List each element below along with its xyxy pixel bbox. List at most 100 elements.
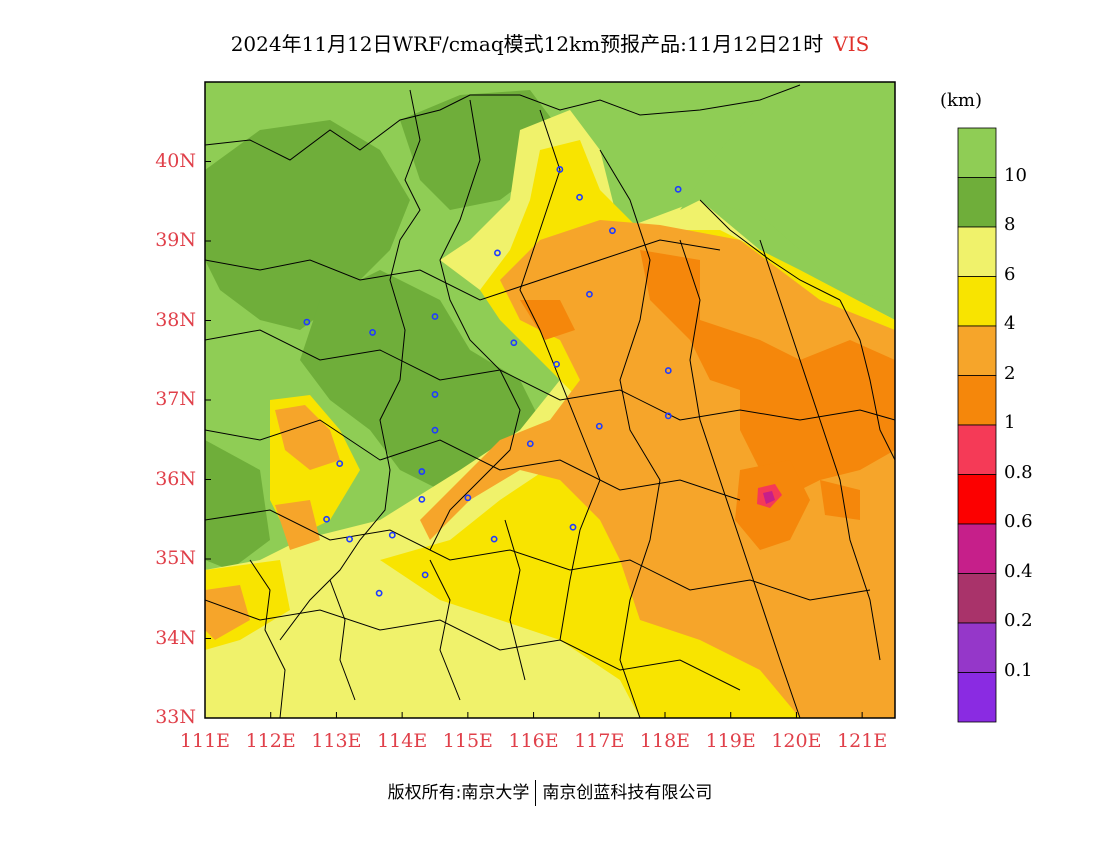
vis-region-2-4-west <box>275 405 340 470</box>
city-marker-icon <box>346 535 353 543</box>
legend-swatch <box>957 622 997 673</box>
longitude-label: 112E <box>245 730 296 752</box>
city-marker-icon <box>576 193 583 201</box>
city-marker-icon <box>418 468 426 475</box>
vis-region-very-low-spot <box>763 491 775 504</box>
legend-label: 8 <box>1004 214 1016 235</box>
longitude-label: 111E <box>179 730 231 752</box>
coastline <box>699 199 841 301</box>
vis-region-8-10-taihang <box>300 270 540 490</box>
legend-swatch <box>957 573 997 624</box>
longitude-label: 118E <box>639 730 691 752</box>
latitude-label: 33N <box>155 706 196 728</box>
legend-swatch <box>957 523 997 574</box>
latitude-label: 35N <box>155 547 196 569</box>
latitude-label: 34N <box>155 626 196 649</box>
vis-region-2-4-jincheng <box>275 500 320 550</box>
vis-region-1-2-shandong <box>640 250 895 500</box>
legend-swatch <box>957 672 997 723</box>
longitude-label: 113E <box>311 730 362 752</box>
latitude-label: 40N <box>155 149 196 172</box>
latitude-label: 36N <box>155 467 196 490</box>
latitude-label: 37N <box>155 388 196 410</box>
city-marker-icon <box>303 318 311 326</box>
city-marker-icon <box>431 426 439 434</box>
longitude-label: 115E <box>442 730 493 752</box>
city-marker-icon <box>494 249 501 257</box>
footer-separator <box>535 780 537 806</box>
boundary-line <box>205 84 801 161</box>
longitude-label: 114E <box>377 730 428 752</box>
longitude-label: 121E <box>837 730 888 752</box>
legend-unit: (km) <box>940 90 983 111</box>
boundary-line <box>759 239 881 661</box>
city-markers <box>303 166 682 597</box>
vis-region-8-10-west <box>205 440 270 570</box>
legend-label: 0.1 <box>1004 659 1033 681</box>
city-marker-icon <box>431 391 439 398</box>
city-marker-icon <box>323 515 330 523</box>
boundary-line <box>205 239 721 301</box>
city-marker-icon <box>490 535 498 543</box>
city-marker-icon <box>569 523 577 531</box>
city-marker-icon <box>464 494 472 502</box>
boundary-line <box>279 89 421 641</box>
longitude-label: 117E <box>574 730 625 752</box>
legend-swatch <box>957 177 997 228</box>
longitude-label: 119E <box>705 730 756 752</box>
legend-swatch <box>957 325 997 376</box>
vis-region-2-4 <box>420 220 895 718</box>
city-marker-icon <box>556 166 564 173</box>
footer-copyright: 版权所有:南京大学 南京创蓝科技有限公司 <box>0 778 1100 806</box>
footer-right: 南京创蓝科技有限公司 <box>542 783 713 803</box>
latitude-label: 38N <box>155 308 196 331</box>
boundary-line <box>205 419 741 501</box>
city-marker-icon <box>421 571 429 579</box>
legend-swatch <box>957 474 997 525</box>
legend-label: 6 <box>1004 263 1016 285</box>
vis-region-8-10-north <box>205 120 410 330</box>
admin-boundaries <box>205 84 895 718</box>
legend-swatch <box>957 226 997 277</box>
boundary-line <box>599 149 661 718</box>
longitude-label: 120E <box>771 730 822 752</box>
longitude-label: 116E <box>508 730 559 752</box>
city-marker-icon <box>595 422 603 430</box>
boundary-line <box>429 559 461 701</box>
legend-label: 0.2 <box>1004 610 1033 631</box>
city-marker-icon <box>375 589 383 597</box>
boundary-line <box>205 599 741 691</box>
city-marker-icon <box>609 227 616 235</box>
boundary-line <box>329 579 356 701</box>
city-marker-icon <box>664 412 672 420</box>
city-marker-icon <box>336 460 344 467</box>
legend-label: 0.4 <box>1004 560 1033 582</box>
city-marker-icon <box>510 339 518 347</box>
boundary-line <box>205 329 895 421</box>
city-marker-icon <box>553 360 560 368</box>
boundary-line <box>504 519 526 681</box>
vis-region-1-2-cangzhou <box>520 300 575 340</box>
legend-swatch <box>957 127 997 178</box>
city-marker-icon <box>664 367 672 374</box>
city-marker-icon <box>526 440 534 448</box>
city-marker-icon <box>418 495 426 503</box>
coastline <box>839 299 895 461</box>
legend-label: 0.8 <box>1004 461 1033 483</box>
boundary-line <box>519 109 601 641</box>
legend-swatch <box>957 276 997 327</box>
visibility-fill-layer <box>205 82 895 718</box>
legend-label: 10 <box>1004 164 1027 186</box>
city-marker-icon <box>431 313 439 320</box>
legend-colorbar <box>957 127 997 723</box>
vis-region-1-2-coast <box>820 480 860 520</box>
legend-label: 2 <box>1004 362 1016 384</box>
title-main: 2024年11月12日WRF/cmaq模式12km预报产品:11月12日21时 <box>230 32 824 56</box>
footer-left: 版权所有:南京大学 <box>387 783 530 803</box>
city-marker-icon <box>369 329 376 336</box>
boundary-line <box>249 559 286 718</box>
city-marker-icon <box>674 185 682 193</box>
legend-swatch <box>957 375 997 426</box>
